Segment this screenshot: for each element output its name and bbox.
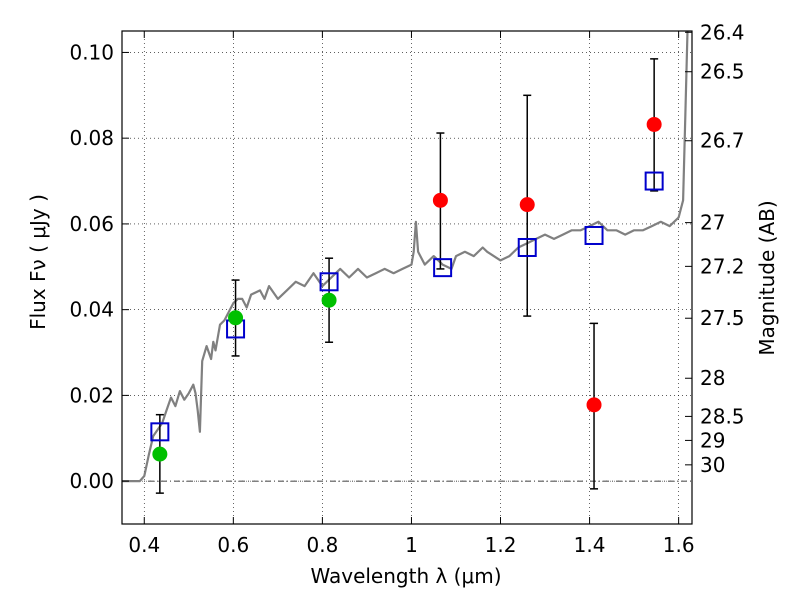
model-spectrum-layer bbox=[122, 30, 689, 483]
model-spectrum-line bbox=[122, 30, 689, 483]
y-tick-label: 0.06 bbox=[69, 212, 114, 236]
mag-tick-label: 29 bbox=[700, 428, 725, 452]
red-data-point bbox=[646, 116, 662, 132]
x-tick-label: 1.2 bbox=[485, 533, 517, 557]
mag-tick-label: 26.4 bbox=[700, 20, 745, 44]
y-tick-label: 0.04 bbox=[69, 298, 114, 322]
red-data-point bbox=[586, 397, 602, 413]
model-photometry-square bbox=[644, 171, 664, 191]
green-data-point bbox=[321, 292, 337, 308]
green-data-point bbox=[152, 446, 168, 462]
y-axis-label: Flux Fν ( μJy ) bbox=[26, 194, 50, 330]
model-photometry-square bbox=[319, 272, 339, 292]
green-data-point bbox=[228, 310, 244, 326]
x-tick-label: 1 bbox=[405, 533, 418, 557]
y2-axis-label: Magnitude (AB) bbox=[755, 200, 779, 355]
red-data-point bbox=[432, 192, 448, 208]
model-photometry-layer bbox=[150, 171, 664, 442]
y-axis-ticks: 0.00 0.02 0.04 0.06 0.08 0.10 bbox=[69, 40, 129, 493]
y-tick-label: 0.00 bbox=[69, 469, 114, 493]
y-tick-label: 0.10 bbox=[69, 40, 114, 64]
model-photometry-square bbox=[150, 422, 170, 442]
mag-tick-label: 26.5 bbox=[700, 60, 745, 84]
x-tick-label: 1.6 bbox=[663, 533, 695, 557]
error-bars-layer bbox=[155, 58, 659, 494]
detections-layer bbox=[152, 116, 662, 462]
mag-tick-label: 27.5 bbox=[700, 306, 745, 330]
model-photometry-square bbox=[584, 225, 604, 245]
x-tick-label: 0.8 bbox=[306, 533, 338, 557]
mag-tick-label: 28.5 bbox=[700, 404, 745, 428]
y-tick-label: 0.08 bbox=[69, 126, 114, 150]
model-photometry-square bbox=[433, 258, 453, 278]
red-data-point bbox=[519, 197, 535, 213]
grid bbox=[122, 31, 692, 524]
x-axis-ticks: 0.4 0.6 0.8 1 1.2 1.4 1.6 bbox=[128, 31, 695, 557]
plot-frame bbox=[121, 30, 693, 525]
mag-tick-label: 30 bbox=[700, 453, 725, 477]
mag-tick-label: 27 bbox=[700, 211, 725, 235]
model-photometry-square bbox=[517, 237, 537, 257]
mag-tick-label: 26.7 bbox=[700, 129, 745, 153]
x-tick-label: 0.6 bbox=[217, 533, 249, 557]
x-axis-label: Wavelength λ (μm) bbox=[310, 564, 501, 588]
x-tick-label: 1.4 bbox=[574, 533, 606, 557]
x-tick-label: 0.4 bbox=[128, 533, 160, 557]
mag-tick-label: 27.2 bbox=[700, 254, 745, 278]
y-tick-label: 0.02 bbox=[69, 383, 114, 407]
mag-tick-label: 28 bbox=[700, 366, 725, 390]
